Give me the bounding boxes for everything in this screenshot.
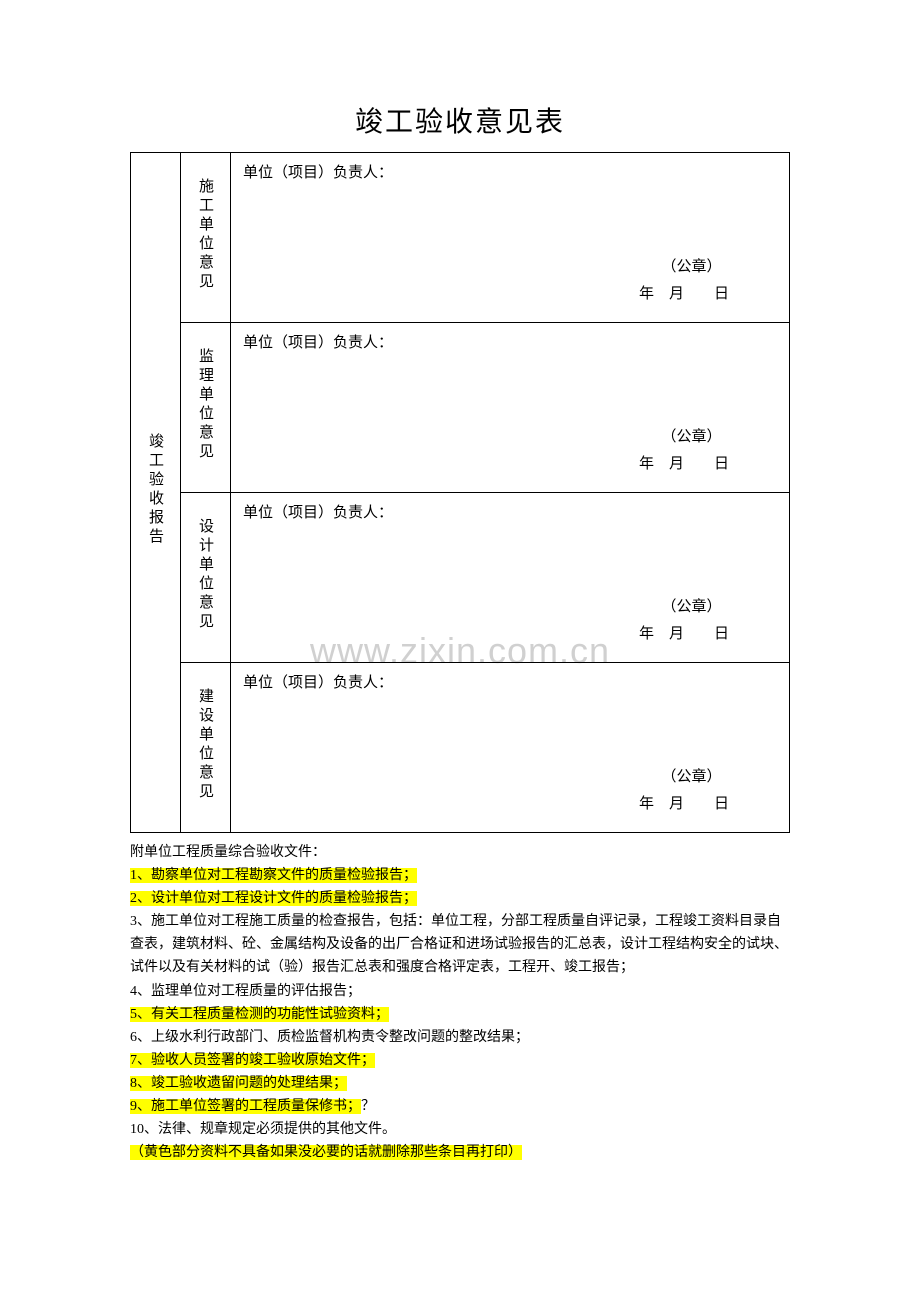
row-label: 设计单位意见 [195,508,216,642]
note-item: 2、设计单位对工程设计文件的质量检验报告； [130,887,790,910]
stamp-block: （公章） 年 月 日 [639,764,729,818]
row-label: 监理单位意见 [195,338,216,472]
table-row: 建设单位意见 单位（项目）负责人： （公章） 年 月 日 [131,663,790,833]
highlighted-text: 8、竣工验收遗留问题的处理结果； [130,1076,347,1091]
content-cell: 单位（项目）负责人： （公章） 年 月 日 [231,663,790,833]
row-label: 施工单位意见 [195,168,216,302]
row-label-cell: 监理单位意见 [181,323,231,493]
note-item: 8、竣工验收遗留问题的处理结果； [130,1072,790,1095]
left-header-cell: 竣工验收报告 [131,153,181,833]
stamp-block: （公章） 年 月 日 [639,594,729,648]
row-label-cell: 施工单位意见 [181,153,231,323]
row-label-cell: 建设单位意见 [181,663,231,833]
highlighted-text: 2、设计单位对工程设计文件的质量检验报告； [130,891,417,906]
content-cell: 单位（项目）负责人： （公章） 年 月 日 [231,323,790,493]
person-label: 单位（项目）负责人： [243,671,393,692]
stamp-text: （公章） [639,594,729,621]
note-item: 7、验收人员签署的竣工验收原始文件； [130,1049,790,1072]
table-row: 设计单位意见 单位（项目）负责人： （公章） 年 月 日 [131,493,790,663]
content-cell: 单位（项目）负责人： （公章） 年 月 日 [231,153,790,323]
row-label: 建设单位意见 [195,678,216,812]
left-header-label: 竣工验收报告 [145,423,166,557]
page-title: 竣工验收意见表 [130,100,790,140]
note-item: 1、勘察单位对工程勘察文件的质量检验报告； [130,864,790,887]
note-item: 9、施工单位签署的工程质量保修书；？ [130,1095,790,1118]
document-content: 竣工验收意见表 竣工验收报告 施工单位意见 单位（项目）负责人： （公章） 年 … [130,100,790,1164]
date-line: 年 月 日 [639,621,729,648]
stamp-block: （公章） 年 月 日 [639,254,729,308]
highlighted-text: 5、有关工程质量检测的功能性试验资料； [130,1007,389,1022]
stamp-text: （公章） [639,764,729,791]
note-item: 3、施工单位对工程施工质量的检查报告，包括：单位工程，分部工程质量自评记录，工程… [130,910,790,979]
person-label: 单位（项目）负责人： [243,331,393,352]
highlighted-text: 7、验收人员签署的竣工验收原始文件； [130,1053,375,1068]
date-line: 年 月 日 [639,791,729,818]
notes-section: 附单位工程质量综合验收文件： 1、勘察单位对工程勘察文件的质量检验报告； 2、设计… [130,841,790,1164]
acceptance-table: 竣工验收报告 施工单位意见 单位（项目）负责人： （公章） 年 月 日 监理单位… [130,152,790,833]
table-row: 监理单位意见 单位（项目）负责人： （公章） 年 月 日 [131,323,790,493]
notes-header: 附单位工程质量综合验收文件： [130,841,790,864]
note-item: 6、上级水利行政部门、质检监督机构责令整改问题的整改结果； [130,1026,790,1049]
stamp-text: （公章） [639,424,729,451]
table-row: 竣工验收报告 施工单位意见 单位（项目）负责人： （公章） 年 月 日 [131,153,790,323]
note-item: 4、监理单位对工程质量的评估报告； [130,980,790,1003]
highlighted-text: 1、勘察单位对工程勘察文件的质量检验报告； [130,868,417,883]
notes-list: 1、勘察单位对工程勘察文件的质量检验报告； 2、设计单位对工程设计文件的质量检验报… [130,864,790,1164]
stamp-block: （公章） 年 月 日 [639,424,729,478]
note-item: （黄色部分资料不具备如果没必要的话就删除那些条目再打印） [130,1141,790,1164]
stamp-text: （公章） [639,254,729,281]
content-cell: 单位（项目）负责人： （公章） 年 月 日 [231,493,790,663]
note-item: 5、有关工程质量检测的功能性试验资料； [130,1003,790,1026]
person-label: 单位（项目）负责人： [243,501,393,522]
highlighted-text: 9、施工单位签署的工程质量保修书； [130,1099,361,1114]
date-line: 年 月 日 [639,451,729,478]
highlighted-text: （黄色部分资料不具备如果没必要的话就删除那些条目再打印） [130,1145,522,1160]
row-label-cell: 设计单位意见 [181,493,231,663]
date-line: 年 月 日 [639,281,729,308]
note-item: 10、法律、规章规定必须提供的其他文件。 [130,1118,790,1141]
person-label: 单位（项目）负责人： [243,161,393,182]
